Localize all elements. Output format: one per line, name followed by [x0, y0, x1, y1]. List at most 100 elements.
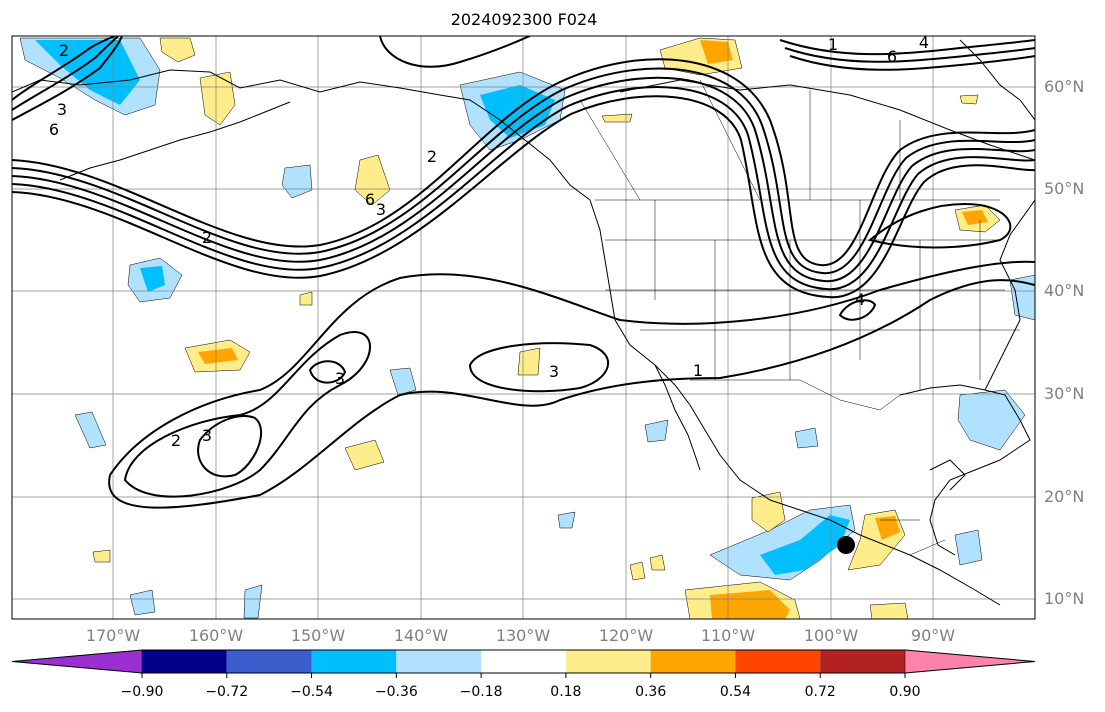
contour-inner-5 — [838, 299, 877, 321]
contour-label: 1 — [693, 361, 703, 380]
colorbar-tick-label: 0.54 — [719, 684, 752, 700]
blue-shading-small-9 — [1009, 274, 1035, 321]
lat-lon-grid — [12, 36, 1035, 619]
lat-label-20n: 20°N — [1044, 487, 1085, 506]
orange-core-great-lakes — [962, 210, 988, 225]
colorbar-tick-label: 0.18 — [550, 684, 582, 700]
contour-great-lakes — [867, 203, 1012, 249]
alaska-coast — [12, 69, 591, 201]
blue-shading-small-3 — [74, 411, 107, 449]
contour-label: 2 — [59, 41, 69, 60]
yellow-shading-north-2 — [199, 71, 236, 126]
storm-position-dot — [837, 536, 855, 554]
yellow-shading-small-1 — [344, 439, 385, 471]
yellow-shading-small-9 — [869, 602, 909, 619]
colorbar-tick-label: −0.36 — [374, 684, 418, 700]
yellow-shading-bc — [354, 154, 391, 206]
orange-core-tropical-pacific — [710, 590, 790, 619]
lon-label-170w: 170°W — [85, 626, 141, 645]
contour-jet-4 — [12, 86, 1035, 291]
colorbar-tick-label: −0.90 — [120, 684, 164, 700]
contour-label: 2 — [427, 147, 437, 166]
map-frame — [11, 35, 1036, 620]
contour-jet-5 — [12, 95, 1035, 299]
lon-label-90w: 90°W — [910, 626, 956, 645]
contour-jet-3 — [12, 76, 1035, 283]
contour-label: 6 — [887, 47, 897, 66]
orange-core-mexico-2 — [875, 516, 900, 540]
coastlines — [12, 39, 1035, 606]
contour-label: 6 — [49, 120, 59, 139]
contour-label: 4 — [855, 290, 865, 309]
blue-shading-small-2 — [389, 367, 417, 396]
colorbar-tick-label: 0.36 — [635, 684, 667, 700]
lon-label-140w: 140°W — [393, 626, 449, 645]
contour-label: 3 — [549, 362, 559, 381]
colorbar-tick-label: −0.54 — [290, 684, 333, 700]
east-coast — [984, 199, 1035, 391]
lon-label-120w: 120°W — [598, 626, 654, 645]
baja-california — [654, 364, 701, 471]
yellow-shading-small-8 — [92, 549, 111, 563]
gulf-of-mexico-coast — [899, 384, 1031, 556]
yellow-shading-north-1 — [159, 37, 196, 63]
blue-shading-gulf — [957, 389, 1026, 451]
orange-core-central-pacific — [198, 348, 238, 364]
yellow-shading-small-7 — [649, 554, 666, 571]
lat-label-40n: 40°N — [1044, 281, 1085, 300]
contour-label: 2 — [171, 431, 181, 450]
contour-label: 2 — [202, 228, 212, 247]
blue-shading-small-4 — [644, 419, 669, 443]
blue-shading-mexico — [709, 504, 856, 581]
colorbar-tick-label: −0.18 — [459, 684, 503, 700]
contour-jet-1 — [12, 58, 1035, 267]
contour-lines — [12, 36, 1035, 509]
colorbar-tick-label: 0.90 — [889, 684, 921, 700]
blue-shading-small-1 — [281, 164, 313, 199]
contour-inner-2 — [197, 415, 262, 478]
blue-shading-small-5 — [794, 427, 819, 449]
contour-label: 3 — [376, 200, 386, 219]
aleutian-chain — [59, 101, 291, 181]
contour-northeast-3 — [789, 55, 1035, 71]
contour-labels: 2 3 6 1 2 3 3 3 2 3 6 2 4 6 1 4 — [49, 33, 929, 450]
lat-label-60n: 60°N — [1044, 77, 1085, 96]
lon-label-160w: 160°W — [188, 626, 244, 645]
yellow-shading-small-3 — [299, 291, 313, 306]
colorbar-tick-label: 0.72 — [804, 684, 836, 700]
lat-label-50n: 50°N — [1044, 179, 1085, 198]
lon-label-110w: 110°W — [700, 626, 756, 645]
contour-label: 4 — [919, 33, 929, 52]
blue-core-northwest — [35, 40, 140, 105]
contour-inner-1 — [123, 331, 371, 498]
colorbar-tick-label: −0.72 — [205, 684, 249, 700]
contour-label: 3 — [335, 369, 345, 388]
blue-shading-small-6 — [557, 511, 576, 529]
lat-label-10n: 10°N — [1044, 589, 1085, 608]
contour-label: 1 — [828, 35, 838, 54]
contour-northeast-1 — [779, 39, 1035, 56]
contour-northwest-1 — [12, 36, 116, 101]
contour-inner-4 — [468, 342, 610, 393]
contour-label: 3 — [202, 426, 212, 445]
contour-north-central — [379, 36, 531, 68]
contour-jet-2 — [12, 67, 1035, 275]
lat-label-30n: 30°N — [1044, 384, 1085, 403]
north-america-west-coast — [589, 199, 1001, 606]
blue-core-mexico — [760, 515, 850, 575]
blue-shading-small-10 — [954, 529, 983, 566]
yucatan — [929, 459, 966, 491]
contour-northwest-2 — [12, 36, 119, 111]
hudson-region — [959, 39, 1035, 121]
map-title: 2024092300 F024 — [450, 10, 598, 29]
blue-shading-small-8 — [129, 589, 156, 616]
lon-label-130w: 130°W — [495, 626, 551, 645]
yellow-shading-small-5 — [959, 94, 979, 105]
lon-label-150w: 150°W — [290, 626, 346, 645]
yellow-shading-small-4 — [601, 113, 633, 123]
contour-label: 3 — [57, 100, 67, 119]
contour-subtropical-1 — [109, 260, 1035, 476]
orange-core-north-3 — [700, 40, 733, 64]
blue-shading-small-7 — [243, 584, 263, 619]
blue-core-mid-pacific — [140, 266, 165, 292]
